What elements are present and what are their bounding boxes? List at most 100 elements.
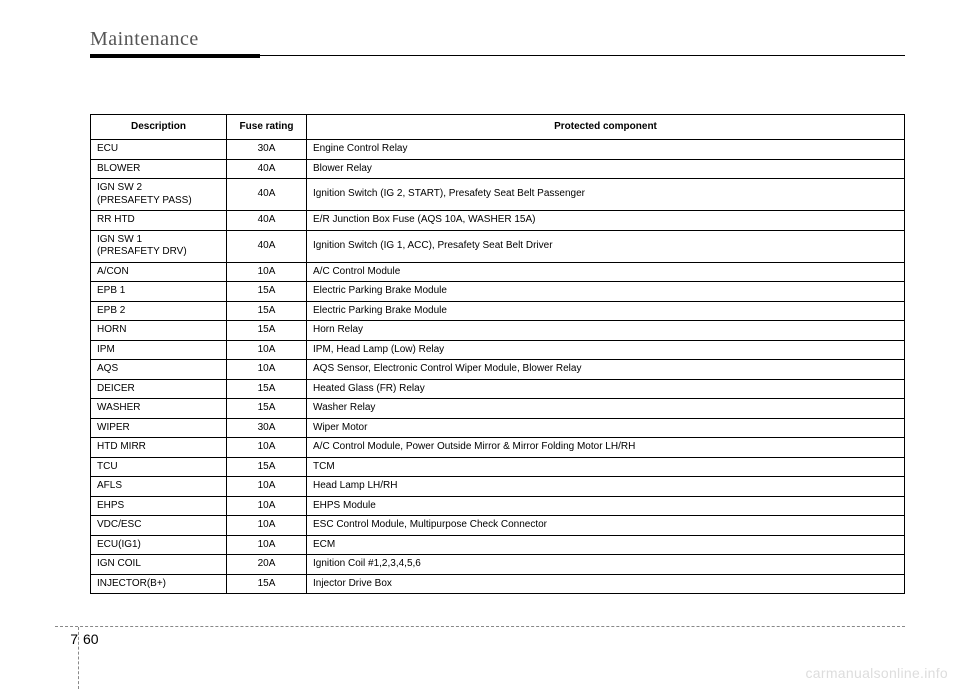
cell-protected-component: Washer Relay bbox=[307, 399, 905, 419]
table-row: A/CON10AA/C Control Module bbox=[91, 262, 905, 282]
cell-protected-component: A/C Control Module, Power Outside Mirror… bbox=[307, 438, 905, 458]
cell-fuse-rating: 15A bbox=[227, 457, 307, 477]
cell-fuse-rating: 15A bbox=[227, 321, 307, 341]
page-number-box: 7 60 bbox=[55, 631, 99, 647]
cell-description: WIPER bbox=[91, 418, 227, 438]
cell-fuse-rating: 30A bbox=[227, 418, 307, 438]
cell-protected-component: IPM, Head Lamp (Low) Relay bbox=[307, 340, 905, 360]
table-row: HTD MIRR10AA/C Control Module, Power Out… bbox=[91, 438, 905, 458]
cell-protected-component: A/C Control Module bbox=[307, 262, 905, 282]
cell-protected-component: Horn Relay bbox=[307, 321, 905, 341]
cell-fuse-rating: 10A bbox=[227, 535, 307, 555]
fuse-table: Description Fuse rating Protected compon… bbox=[90, 114, 905, 594]
cell-fuse-rating: 40A bbox=[227, 179, 307, 211]
cell-protected-component: EHPS Module bbox=[307, 496, 905, 516]
table-row: BLOWER40ABlower Relay bbox=[91, 159, 905, 179]
table-row: WIPER30AWiper Motor bbox=[91, 418, 905, 438]
cell-description: ECU(IG1) bbox=[91, 535, 227, 555]
cell-fuse-rating: 40A bbox=[227, 230, 307, 262]
section-number: 7 bbox=[55, 631, 80, 647]
cell-fuse-rating: 15A bbox=[227, 379, 307, 399]
table-row: AFLS10AHead Lamp LH/RH bbox=[91, 477, 905, 497]
cell-description: EPB 1 bbox=[91, 282, 227, 302]
cell-description: VDC/ESC bbox=[91, 516, 227, 536]
cell-protected-component: E/R Junction Box Fuse (AQS 10A, WASHER 1… bbox=[307, 211, 905, 231]
cell-description: EPB 2 bbox=[91, 301, 227, 321]
cell-description: AQS bbox=[91, 360, 227, 380]
table-row: EHPS10AEHPS Module bbox=[91, 496, 905, 516]
cell-fuse-rating: 20A bbox=[227, 555, 307, 575]
table-header-row: Description Fuse rating Protected compon… bbox=[91, 115, 905, 140]
cell-description: INJECTOR(B+) bbox=[91, 574, 227, 594]
cell-description: IGN SW 1(PRESAFETY DRV) bbox=[91, 230, 227, 262]
cell-protected-component: Blower Relay bbox=[307, 159, 905, 179]
cell-description: ECU bbox=[91, 140, 227, 160]
cell-fuse-rating: 10A bbox=[227, 477, 307, 497]
cell-protected-component: Electric Parking Brake Module bbox=[307, 301, 905, 321]
cell-protected-component: Electric Parking Brake Module bbox=[307, 282, 905, 302]
cell-protected-component: Wiper Motor bbox=[307, 418, 905, 438]
cell-description: TCU bbox=[91, 457, 227, 477]
cell-description: HTD MIRR bbox=[91, 438, 227, 458]
cell-protected-component: Ignition Coil #1,2,3,4,5,6 bbox=[307, 555, 905, 575]
cell-protected-component: Ignition Switch (IG 2, START), Presafety… bbox=[307, 179, 905, 211]
cell-fuse-rating: 10A bbox=[227, 516, 307, 536]
header-thick-bar bbox=[90, 54, 260, 58]
table-row: IGN SW 2(PRESAFETY PASS)40AIgnition Swit… bbox=[91, 179, 905, 211]
cell-description: BLOWER bbox=[91, 159, 227, 179]
page-number: 60 bbox=[80, 631, 99, 647]
cell-protected-component: Heated Glass (FR) Relay bbox=[307, 379, 905, 399]
table-row: IGN SW 1(PRESAFETY DRV)40AIgnition Switc… bbox=[91, 230, 905, 262]
cell-fuse-rating: 10A bbox=[227, 438, 307, 458]
footer-dashed-line bbox=[55, 626, 905, 627]
cell-description: RR HTD bbox=[91, 211, 227, 231]
table-row: RR HTD40AE/R Junction Box Fuse (AQS 10A,… bbox=[91, 211, 905, 231]
table-row: IGN COIL20AIgnition Coil #1,2,3,4,5,6 bbox=[91, 555, 905, 575]
cell-fuse-rating: 40A bbox=[227, 159, 307, 179]
fuse-table-wrap: Description Fuse rating Protected compon… bbox=[90, 114, 905, 594]
table-row: ECU(IG1)10AECM bbox=[91, 535, 905, 555]
table-row: VDC/ESC10AESC Control Module, Multipurpo… bbox=[91, 516, 905, 536]
cell-protected-component: Head Lamp LH/RH bbox=[307, 477, 905, 497]
column-header-fuse-rating: Fuse rating bbox=[227, 115, 307, 140]
cell-description: IGN SW 2(PRESAFETY PASS) bbox=[91, 179, 227, 211]
cell-description: AFLS bbox=[91, 477, 227, 497]
table-row: ECU30AEngine Control Relay bbox=[91, 140, 905, 160]
cell-fuse-rating: 15A bbox=[227, 574, 307, 594]
table-row: AQS10AAQS Sensor, Electronic Control Wip… bbox=[91, 360, 905, 380]
cell-fuse-rating: 10A bbox=[227, 340, 307, 360]
table-row: EPB 115AElectric Parking Brake Module bbox=[91, 282, 905, 302]
cell-protected-component: AQS Sensor, Electronic Control Wiper Mod… bbox=[307, 360, 905, 380]
cell-protected-component: ESC Control Module, Multipurpose Check C… bbox=[307, 516, 905, 536]
cell-description: HORN bbox=[91, 321, 227, 341]
table-row: WASHER15AWasher Relay bbox=[91, 399, 905, 419]
cell-description: IPM bbox=[91, 340, 227, 360]
table-row: EPB 215AElectric Parking Brake Module bbox=[91, 301, 905, 321]
cell-fuse-rating: 15A bbox=[227, 301, 307, 321]
page: Maintenance Description Fuse rating Prot… bbox=[0, 0, 960, 689]
cell-fuse-rating: 10A bbox=[227, 496, 307, 516]
watermark-text: carmanualsonline.info bbox=[806, 665, 949, 681]
page-title: Maintenance bbox=[90, 28, 905, 51]
cell-fuse-rating: 40A bbox=[227, 211, 307, 231]
table-body: ECU30AEngine Control RelayBLOWER40ABlowe… bbox=[91, 140, 905, 594]
column-header-description: Description bbox=[91, 115, 227, 140]
page-header: Maintenance bbox=[90, 28, 905, 58]
cell-fuse-rating: 10A bbox=[227, 360, 307, 380]
cell-fuse-rating: 15A bbox=[227, 282, 307, 302]
cell-fuse-rating: 15A bbox=[227, 399, 307, 419]
cell-protected-component: Injector Drive Box bbox=[307, 574, 905, 594]
table-row: HORN15AHorn Relay bbox=[91, 321, 905, 341]
cell-protected-component: Ignition Switch (IG 1, ACC), Presafety S… bbox=[307, 230, 905, 262]
cell-fuse-rating: 30A bbox=[227, 140, 307, 160]
table-row: INJECTOR(B+)15AInjector Drive Box bbox=[91, 574, 905, 594]
table-row: IPM10AIPM, Head Lamp (Low) Relay bbox=[91, 340, 905, 360]
cell-fuse-rating: 10A bbox=[227, 262, 307, 282]
table-row: DEICER15AHeated Glass (FR) Relay bbox=[91, 379, 905, 399]
cell-description: EHPS bbox=[91, 496, 227, 516]
cell-description: DEICER bbox=[91, 379, 227, 399]
cell-description: WASHER bbox=[91, 399, 227, 419]
column-header-protected-component: Protected component bbox=[307, 115, 905, 140]
cell-protected-component: TCM bbox=[307, 457, 905, 477]
cell-protected-component: ECM bbox=[307, 535, 905, 555]
